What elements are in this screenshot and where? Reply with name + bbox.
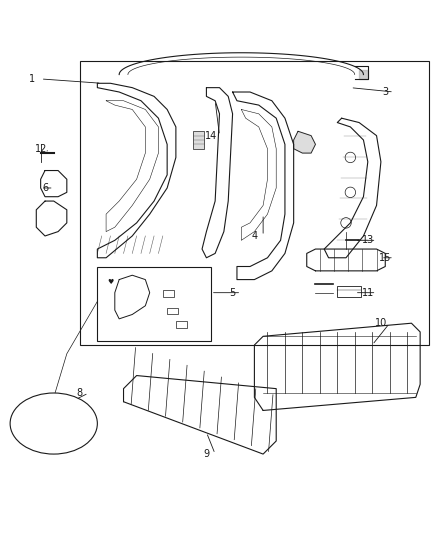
Polygon shape xyxy=(358,70,367,79)
Text: 15: 15 xyxy=(378,253,391,263)
Bar xyxy=(336,286,360,297)
Polygon shape xyxy=(62,402,75,410)
FancyBboxPatch shape xyxy=(176,321,186,328)
Polygon shape xyxy=(293,131,315,153)
Text: 6: 6 xyxy=(42,183,48,193)
Text: 11: 11 xyxy=(361,288,373,297)
Bar xyxy=(193,131,204,149)
Text: 14: 14 xyxy=(204,131,216,141)
Ellipse shape xyxy=(10,393,97,454)
FancyBboxPatch shape xyxy=(167,308,178,314)
Text: 5: 5 xyxy=(229,288,235,297)
Polygon shape xyxy=(28,419,49,437)
Text: 10: 10 xyxy=(374,318,386,328)
Text: 7: 7 xyxy=(59,406,65,415)
Bar xyxy=(80,61,428,345)
FancyBboxPatch shape xyxy=(162,290,173,297)
Text: 3: 3 xyxy=(381,87,388,97)
Text: 4: 4 xyxy=(251,231,257,241)
Text: ♥: ♥ xyxy=(107,279,113,285)
Text: 12: 12 xyxy=(34,144,47,154)
Text: 1: 1 xyxy=(29,74,35,84)
Text: 13: 13 xyxy=(361,236,373,245)
Text: 9: 9 xyxy=(203,449,209,459)
Bar xyxy=(97,266,210,341)
Text: 8: 8 xyxy=(77,388,83,398)
